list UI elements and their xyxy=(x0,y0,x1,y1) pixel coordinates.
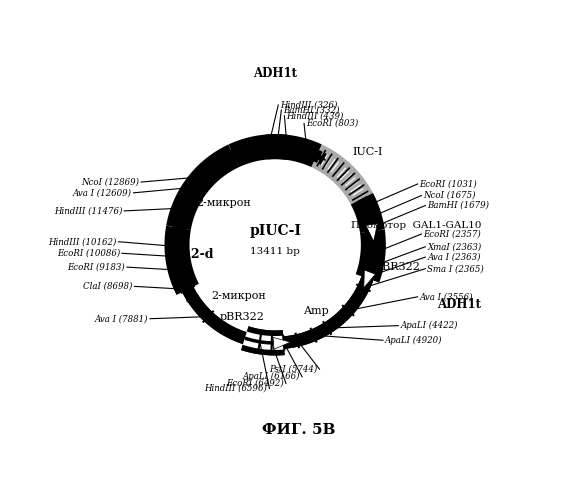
Text: EcoRI (2357): EcoRI (2357) xyxy=(423,230,481,238)
Polygon shape xyxy=(228,150,247,163)
Text: HindIII (6596): HindIII (6596) xyxy=(205,384,268,393)
Text: Sma I (2365): Sma I (2365) xyxy=(427,264,484,273)
Text: Ava I (3556): Ava I (3556) xyxy=(420,292,473,302)
Text: pBR322: pBR322 xyxy=(375,262,420,272)
Text: XmaI (2363): XmaI (2363) xyxy=(427,242,481,251)
Polygon shape xyxy=(184,282,198,302)
Text: Leu2-d: Leu2-d xyxy=(165,248,214,261)
Polygon shape xyxy=(364,270,375,288)
Polygon shape xyxy=(171,216,183,235)
Text: EcoRI (6492): EcoRI (6492) xyxy=(226,379,284,388)
Text: ApaLI (4422): ApaLI (4422) xyxy=(400,321,458,330)
Text: ApaLI (4920): ApaLI (4920) xyxy=(385,336,442,345)
Text: Промотор  GAL1-GAL10: Промотор GAL1-GAL10 xyxy=(350,221,481,230)
Text: HindIII (11476): HindIII (11476) xyxy=(54,206,122,216)
Text: 2-микрон: 2-микрон xyxy=(211,291,266,301)
Text: NcoI (1675): NcoI (1675) xyxy=(423,191,476,200)
Text: HindIII (326): HindIII (326) xyxy=(280,100,338,110)
Text: 2-микрон: 2-микрон xyxy=(196,198,251,208)
Text: BamHI (1679): BamHI (1679) xyxy=(427,201,489,210)
Text: HindIII (439): HindIII (439) xyxy=(286,112,344,120)
Text: Ava I (7881): Ava I (7881) xyxy=(95,314,148,323)
Text: Amp: Amp xyxy=(303,306,328,316)
Text: ADH1t: ADH1t xyxy=(437,298,481,310)
Text: BamHI (332): BamHI (332) xyxy=(283,106,340,114)
Text: pBR322: pBR322 xyxy=(220,312,265,322)
Polygon shape xyxy=(201,165,217,180)
Text: ФИГ. 5В: ФИГ. 5В xyxy=(261,422,335,436)
Polygon shape xyxy=(273,338,290,349)
Text: pIUC-I: pIUC-I xyxy=(249,224,301,238)
Text: EcoRI (1031): EcoRI (1031) xyxy=(420,180,477,188)
Text: ClaI (8698): ClaI (8698) xyxy=(83,282,133,291)
Text: ApaLI (6166): ApaLI (6166) xyxy=(243,372,300,382)
Text: HindIII (10162): HindIII (10162) xyxy=(48,237,116,246)
Text: NcoI (12869): NcoI (12869) xyxy=(81,178,139,186)
Text: Ava I (2363): Ava I (2363) xyxy=(427,252,481,262)
Text: IUC-I: IUC-I xyxy=(352,148,383,158)
Text: EcoRI (10086): EcoRI (10086) xyxy=(57,249,120,258)
Text: PstI (5744): PstI (5744) xyxy=(269,364,318,374)
Text: ADH1t: ADH1t xyxy=(253,67,297,80)
Polygon shape xyxy=(365,224,378,241)
Polygon shape xyxy=(308,148,326,160)
Text: EcoRI (803): EcoRI (803) xyxy=(306,119,359,128)
Text: Ava I (12609): Ava I (12609) xyxy=(73,188,132,198)
Text: EcoRI (9183): EcoRI (9183) xyxy=(68,262,125,272)
Text: 13411 bp: 13411 bp xyxy=(250,247,300,256)
